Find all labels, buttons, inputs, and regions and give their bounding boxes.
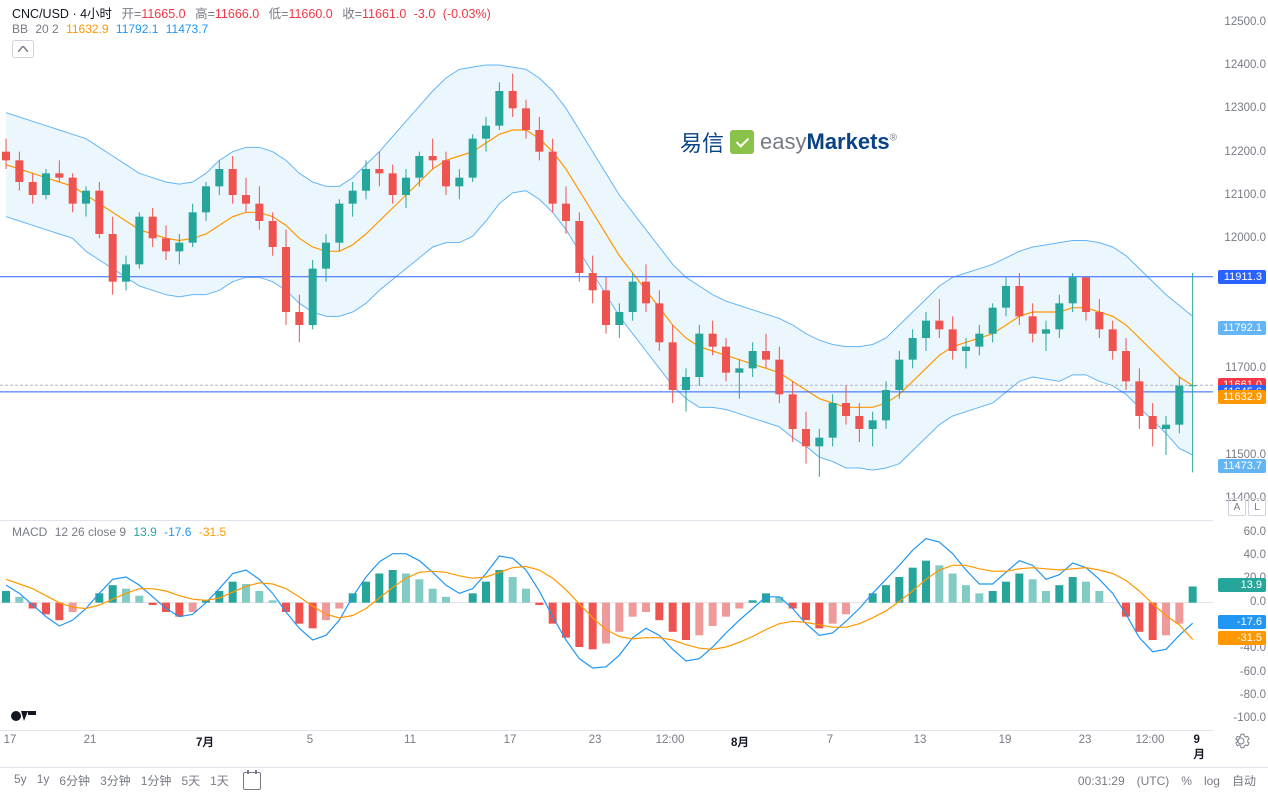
auto-button[interactable]: 自动 <box>1232 772 1256 789</box>
macd-y-axis[interactable]: 60.040.020.00.0-40.0-60.0-80.0-100.013.9… <box>1213 520 1268 730</box>
timeframe-3分钟[interactable]: 3分钟 <box>100 772 131 789</box>
tradingview-logo[interactable] <box>10 708 38 724</box>
timeframe-5y[interactable]: 5y <box>14 772 27 789</box>
timeframe-1天[interactable]: 1天 <box>210 772 229 789</box>
price-y-axis[interactable]: 12500.012400.012300.012200.012100.012000… <box>1213 0 1268 520</box>
axis-l-button[interactable]: L <box>1248 498 1266 516</box>
axis-mode-buttons: A L <box>1228 498 1266 516</box>
check-icon <box>730 130 754 154</box>
calendar-icon[interactable] <box>243 772 261 790</box>
timeframe-6分钟[interactable]: 6分钟 <box>59 772 90 789</box>
clock: 00:31:29 <box>1078 774 1125 788</box>
timezone[interactable]: (UTC) <box>1137 774 1170 788</box>
time-x-axis[interactable]: 17217月511172312:008月713192312:009月 <box>0 730 1213 752</box>
gear-icon[interactable] <box>1232 732 1250 750</box>
watermark-logo: 易信 easyMarkets® <box>680 126 897 158</box>
timeframe-5天[interactable]: 5天 <box>181 772 200 789</box>
timeframe-buttons: 5y 1y 6分钟 3分钟 1分钟 5天 1天 <box>0 772 229 789</box>
macd-chart[interactable]: MACD 12 26 close 9 13.9 -17.6 -31.5 <box>0 520 1213 730</box>
bottom-toolbar: 5y 1y 6分钟 3分钟 1分钟 5天 1天 00:31:29 (UTC) % log 自… <box>0 767 1268 793</box>
axis-a-button[interactable]: A <box>1228 498 1246 516</box>
price-chart[interactable] <box>0 0 1213 520</box>
timeframe-1分钟[interactable]: 1分钟 <box>141 772 172 789</box>
log-button[interactable]: log <box>1204 774 1220 788</box>
timeframe-1y[interactable]: 1y <box>37 772 50 789</box>
percent-button[interactable]: % <box>1181 774 1192 788</box>
